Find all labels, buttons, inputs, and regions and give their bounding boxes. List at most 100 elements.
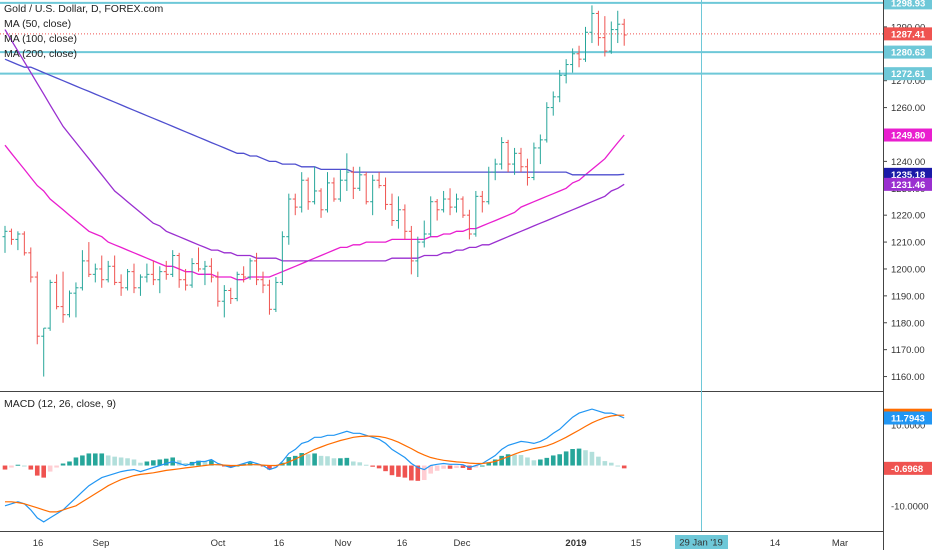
crosshair-time-label: 29 Jan '19 (679, 538, 723, 549)
macd-histogram-bar (93, 453, 98, 466)
time-tick-label: 14 (770, 538, 781, 549)
macd-histogram-bar (338, 458, 343, 466)
macd-histogram-bar (596, 456, 601, 466)
time-tick-label: 16 (33, 538, 44, 549)
price-tag-label: 1231.46 (891, 180, 925, 191)
macd-histogram-bar (428, 465, 433, 474)
price-tick-label: 1200.00 (891, 264, 925, 275)
price-tag-bg (884, 128, 932, 142)
macd-histogram-bar (512, 454, 517, 466)
macd-histogram-bar (396, 465, 401, 477)
macd-histogram-bar (563, 451, 569, 466)
macd-histogram-bar (402, 465, 408, 478)
price-tag-bg (884, 0, 932, 10)
macd-histogram-bar (447, 465, 453, 469)
macd-histogram-bar (473, 465, 479, 468)
time-tick-label: 16 (397, 538, 408, 549)
macd-histogram-bar (531, 460, 537, 466)
macd-histogram-bar (544, 457, 550, 466)
price-tag-bg (884, 167, 932, 181)
price-tag-label: 1272.61 (891, 69, 926, 80)
macd-histogram-bar (267, 465, 272, 470)
macd-histogram-bar (299, 453, 304, 466)
macd-histogram-bar (312, 453, 317, 466)
macd-histogram-bar (47, 465, 53, 472)
time-tick-label: Sep (93, 538, 110, 549)
macd-histogram-bar (151, 460, 156, 466)
macd-histogram-bar (22, 465, 27, 467)
macd-line (4, 408, 625, 523)
macd-histogram-bar (460, 465, 466, 468)
macd-tag-bg (884, 461, 932, 475)
macd-title: MACD (12, 26, close, 9) (4, 398, 117, 410)
macd-legend[interactable]: MACD (12, 26, close, 9) (4, 397, 116, 412)
macd-histogram-bar (305, 454, 311, 466)
macd-histogram-bar (576, 448, 582, 466)
price-tick-label: 1180.00 (891, 318, 925, 329)
macd-histogram-bar (518, 455, 524, 466)
macd-histogram-bar (273, 465, 279, 468)
macd-histogram-bar (370, 465, 375, 467)
time-tick-label: Mar (832, 538, 848, 549)
macd-histogram-bar (492, 459, 498, 466)
legend-ma50[interactable]: MA (50, close) (4, 18, 72, 30)
macd-histogram-bar (112, 456, 117, 466)
macd-histogram-bar (383, 465, 388, 472)
macd-histogram-bar (118, 457, 124, 466)
macd-histogram-bar (376, 465, 382, 469)
time-tick-label: 16 (274, 538, 285, 549)
macd-histogram-bar (67, 461, 72, 466)
macd-histogram-bar (15, 464, 21, 466)
macd-histogram-bar (344, 457, 350, 466)
macd-histogram-bar (505, 454, 511, 466)
macd-histogram-bar (138, 462, 143, 466)
macd-histogram-bar (209, 460, 214, 466)
macd-histogram-bar (557, 454, 562, 466)
macd-histogram-bar (409, 465, 414, 481)
legend-ma100[interactable]: MA (100, close) (4, 33, 77, 45)
macd-histogram-bar (583, 450, 588, 466)
macd-histogram-bar (351, 461, 356, 466)
price-tick-label: 1210.00 (891, 238, 925, 249)
macd-histogram-bar (486, 462, 492, 466)
macd-histogram-bar (54, 465, 59, 468)
macd-histogram-bar (105, 455, 111, 466)
price-tick-label: 1240.00 (891, 157, 925, 168)
macd-histogram-bar (41, 465, 46, 478)
time-tick-label: 15 (631, 538, 642, 549)
macd-histogram-bar (421, 465, 427, 481)
price-tag-bg (884, 27, 932, 41)
macd-tick-label: -10.0000 (891, 501, 929, 512)
crosshair-time-label-bg (675, 535, 728, 549)
macd-tag-bg (884, 411, 932, 425)
macd-histogram-bar (60, 463, 66, 466)
price-tick-label: 1190.00 (891, 291, 925, 302)
macd-histogram-bar (621, 465, 627, 469)
legend-ma200[interactable]: MA (200, close) (4, 48, 77, 60)
price-tag-label: 1280.63 (891, 48, 925, 59)
price-tag-label: 1287.41 (891, 29, 926, 40)
price-tag-label: 1298.93 (891, 0, 925, 9)
macd-histogram-bar (538, 459, 543, 466)
macd-tag-label: 11.7943 (891, 414, 925, 425)
signal-line (5, 414, 625, 513)
price-tick-label: 1170.00 (891, 345, 925, 356)
macd-histogram-bar (28, 465, 34, 470)
macd-histogram-bar (247, 462, 253, 466)
macd-histogram-bar (325, 456, 330, 466)
macd-histogram-bar (2, 465, 8, 470)
macd-histogram-bar (183, 463, 188, 466)
macd-histogram-bar (550, 455, 556, 466)
macd-histogram-bar (615, 465, 621, 467)
macd-histogram-bar (454, 465, 459, 468)
macd-histogram-bar (609, 462, 614, 466)
price-tag-bg (884, 67, 932, 81)
macd-histogram-bar (415, 465, 421, 481)
ma-line-3 (4, 29, 625, 262)
macd-tick-label: 10.0000 (891, 421, 925, 432)
macd-histogram-bar (480, 465, 485, 467)
macd-histogram-bar (602, 461, 608, 466)
macd-histogram-bar (434, 465, 440, 471)
